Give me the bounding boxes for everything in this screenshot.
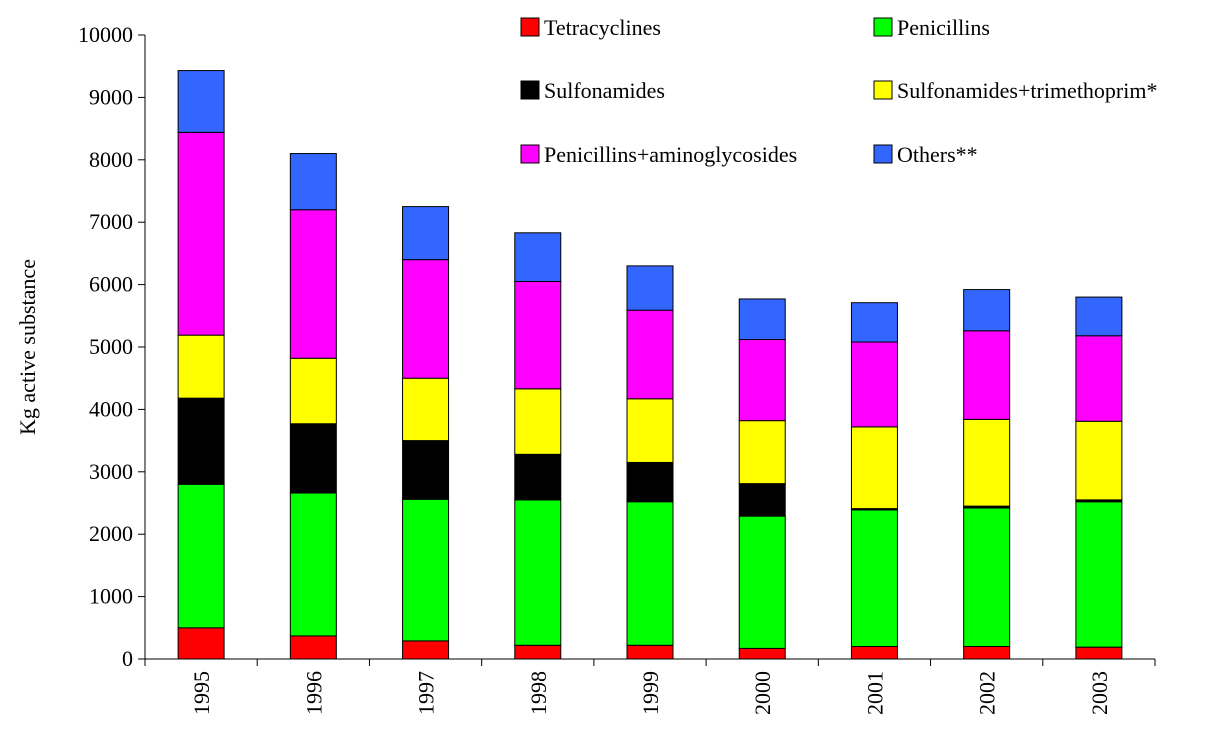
- y-axis-title-group: Kg active substance: [15, 259, 40, 435]
- bar-segment: [626, 461, 674, 503]
- legend-swatch: [873, 80, 893, 100]
- x-tick-label: 1999: [638, 671, 663, 715]
- legend-swatch: [520, 144, 540, 164]
- bar-segment: [626, 644, 674, 660]
- x-tick-label: 2002: [975, 671, 1000, 715]
- bar-segment: [738, 339, 786, 422]
- y-tick-label: 1000: [89, 584, 133, 609]
- x-tick-label: 1998: [526, 671, 551, 715]
- bar-segment: [1075, 646, 1123, 660]
- bar-segment: [402, 440, 450, 500]
- y-axis-title: Kg active substance: [15, 259, 40, 435]
- bar-segment: [514, 280, 562, 390]
- bar-segment: [1075, 296, 1123, 337]
- legend-label: Penicillins+aminoglycosides: [544, 142, 797, 167]
- legend-swatch: [520, 80, 540, 100]
- y-tick-label: 6000: [89, 272, 133, 297]
- y-tick-label: 10000: [78, 22, 133, 47]
- y-tick-label: 9000: [89, 84, 133, 109]
- bar-segment: [850, 646, 898, 660]
- bar-segment: [1075, 335, 1123, 422]
- bar-segment: [177, 627, 225, 660]
- bar-segment: [177, 483, 225, 629]
- bar-segment: [402, 640, 450, 660]
- bar-segment: [177, 70, 225, 133]
- y-tick-label: 2000: [89, 521, 133, 546]
- x-tick-label: 2001: [862, 671, 887, 715]
- legend: Tetracyclines Penicillins Sulfonamides Sulf…: [520, 15, 1158, 167]
- legend-label: Penicillins: [897, 15, 990, 40]
- x-tick-label: 1996: [301, 671, 326, 715]
- bar-segment: [402, 377, 450, 442]
- bar-segment: [626, 265, 674, 311]
- bar-segment: [514, 644, 562, 660]
- bar-segment: [963, 646, 1011, 660]
- legend-swatch: [873, 17, 893, 37]
- bar-segment: [738, 483, 786, 517]
- bar-segment: [289, 357, 337, 425]
- bar-segment: [963, 330, 1011, 420]
- bar-segment: [402, 498, 450, 642]
- legend-label: Sulfonamides+trimethoprim*: [897, 78, 1158, 103]
- bar-segment: [289, 423, 337, 494]
- x-tick-label: 2003: [1087, 671, 1112, 715]
- legend-label: Sulfonamides: [544, 78, 665, 103]
- y-tick-label: 3000: [89, 459, 133, 484]
- bar-segment: [177, 397, 225, 485]
- bar-segment: [850, 302, 898, 343]
- bar-segment: [626, 309, 674, 400]
- bar-segment: [177, 131, 225, 336]
- legend-swatch: [520, 17, 540, 37]
- y-tick-label: 0: [122, 646, 133, 671]
- y-tick-label: 8000: [89, 147, 133, 172]
- bar-segment: [514, 499, 562, 646]
- x-tick-label: 1995: [189, 671, 214, 715]
- bar-segment: [514, 453, 562, 501]
- plot-area: 0 1000 2000 3000 4000 5000 6000 7000 8000 9000 100…: [78, 22, 1156, 715]
- x-tick-label: 1997: [414, 671, 439, 715]
- bar-segment: [738, 420, 786, 485]
- bar-segment: [402, 206, 450, 261]
- bar-segment: [626, 398, 674, 463]
- bar-segment: [738, 647, 786, 660]
- bar-segment: [850, 509, 898, 648]
- legend-label: Tetracyclines: [544, 15, 661, 40]
- bar-segment: [289, 209, 337, 359]
- bar-segment: [850, 341, 898, 428]
- bar-segment: [514, 232, 562, 282]
- bar-segment: [963, 507, 1011, 648]
- bar-segment: [963, 289, 1011, 332]
- bar-segment: [850, 426, 898, 510]
- y-tick-label: 5000: [89, 334, 133, 359]
- bar-segment: [289, 492, 337, 637]
- bar-segment: [402, 259, 450, 379]
- y-tick-label: 4000: [89, 396, 133, 421]
- bar-segment: [289, 635, 337, 660]
- bar-segment: [738, 515, 786, 649]
- legend-swatch: [873, 144, 893, 164]
- bar-segment: [1075, 420, 1123, 501]
- x-tick-label: 2000: [750, 671, 775, 715]
- legend-label: Others**: [897, 142, 978, 167]
- bar-segment: [289, 153, 337, 211]
- y-tick-label: 7000: [89, 209, 133, 234]
- bar-segment: [738, 298, 786, 341]
- bar-segment: [514, 388, 562, 455]
- bar-segment: [1075, 501, 1123, 648]
- bar-segment: [177, 334, 225, 399]
- bar-segment: [626, 501, 674, 646]
- bar-segment: [963, 418, 1011, 507]
